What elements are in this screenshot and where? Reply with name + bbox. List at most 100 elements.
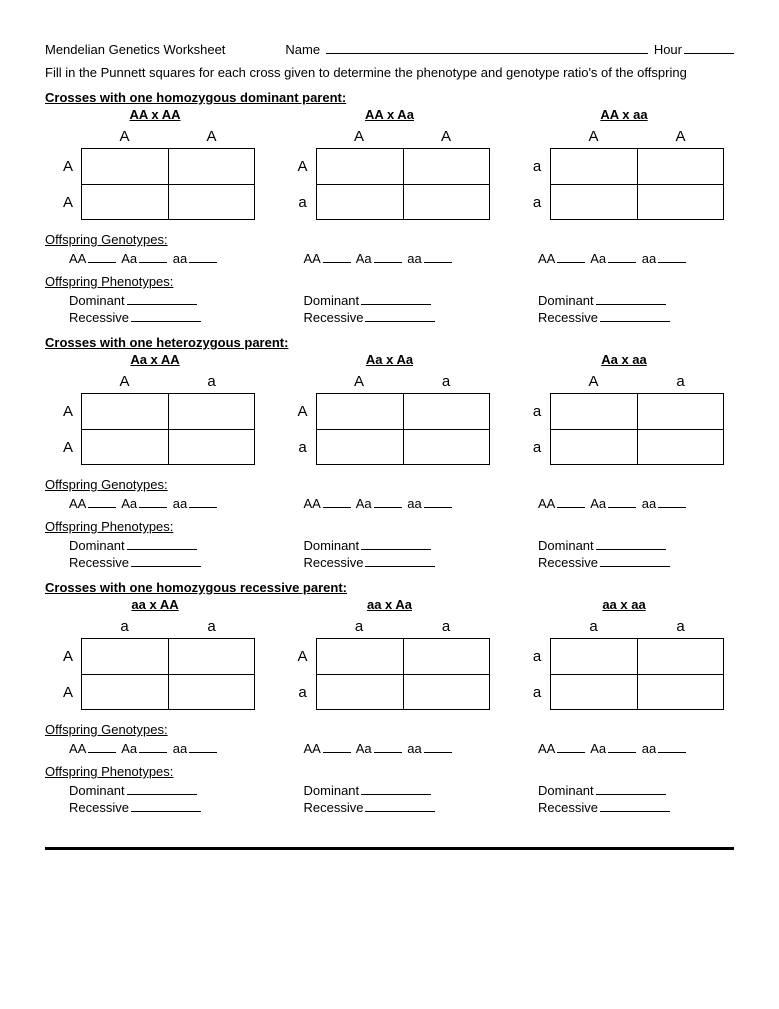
genotype-row: AA Aa aaAA Aa aaAA Aa aa — [45, 249, 734, 268]
cell-1-2[interactable] — [403, 638, 490, 674]
blank-Aa[interactable] — [139, 496, 167, 508]
cell-1-2[interactable] — [168, 148, 255, 184]
blank-AA[interactable] — [557, 741, 585, 753]
blank-Aa[interactable] — [608, 251, 636, 263]
blank-Aa[interactable] — [608, 496, 636, 508]
pheno-blank[interactable] — [361, 538, 431, 550]
offspring-genotypes-header: Offspring Genotypes: — [45, 722, 734, 737]
phenotype-column: DominantRecessive — [45, 291, 265, 327]
pheno-blank[interactable] — [600, 555, 670, 567]
pheno-blank[interactable] — [596, 538, 666, 550]
cell-2-2[interactable] — [637, 429, 724, 465]
cell-1-1[interactable] — [316, 638, 403, 674]
blank-aa[interactable] — [424, 251, 452, 263]
cell-2-2[interactable] — [168, 184, 255, 220]
blank-AA[interactable] — [557, 496, 585, 508]
blank-AA[interactable] — [88, 496, 116, 508]
pheno-blank[interactable] — [361, 293, 431, 305]
genotype-line: AA Aa aa — [304, 496, 500, 511]
pheno-blank[interactable] — [127, 783, 197, 795]
blank-Aa[interactable] — [374, 496, 402, 508]
pheno-blank[interactable] — [361, 783, 431, 795]
cell-1-2[interactable] — [403, 148, 490, 184]
cell-2-2[interactable] — [637, 184, 724, 220]
blank-Aa[interactable] — [374, 251, 402, 263]
pheno-blank[interactable] — [127, 293, 197, 305]
cell-1-1[interactable] — [316, 148, 403, 184]
name-input-line[interactable] — [326, 40, 648, 54]
phenotype-line: Dominant — [538, 783, 734, 798]
blank-aa[interactable] — [658, 741, 686, 753]
blank-aa[interactable] — [658, 251, 686, 263]
cross-column: AA x AAAAAA — [45, 105, 265, 226]
cell-1-1[interactable] — [81, 638, 168, 674]
blank-AA[interactable] — [557, 251, 585, 263]
cell-2-1[interactable] — [81, 429, 168, 465]
pheno-blank[interactable] — [596, 293, 666, 305]
blank-Aa[interactable] — [139, 741, 167, 753]
label-Aa: Aa — [590, 741, 606, 756]
top-allele-1: a — [81, 616, 168, 638]
blank-AA[interactable] — [88, 251, 116, 263]
blank-Aa[interactable] — [374, 741, 402, 753]
blank-AA[interactable] — [323, 251, 351, 263]
pheno-blank[interactable] — [365, 310, 435, 322]
cross-label: aa x Aa — [280, 597, 500, 612]
cell-2-1[interactable] — [316, 429, 403, 465]
hour-input-line[interactable] — [684, 40, 734, 54]
blank-Aa[interactable] — [139, 251, 167, 263]
pheno-blank[interactable] — [600, 310, 670, 322]
blank-aa[interactable] — [189, 251, 217, 263]
blank-aa[interactable] — [189, 496, 217, 508]
blank-aa[interactable] — [189, 741, 217, 753]
cell-1-2[interactable] — [168, 393, 255, 429]
cell-1-1[interactable] — [316, 393, 403, 429]
cross-row: Aa x AAAaAAAa x AaAaAaAa x aaAaaa — [45, 350, 734, 471]
cell-2-1[interactable] — [81, 184, 168, 220]
blank-AA[interactable] — [88, 741, 116, 753]
blank-aa[interactable] — [424, 496, 452, 508]
label-AA: AA — [538, 496, 555, 511]
cross-label: AA x aa — [514, 107, 734, 122]
pheno-blank[interactable] — [596, 783, 666, 795]
cell-2-1[interactable] — [81, 674, 168, 710]
cell-1-1[interactable] — [550, 393, 637, 429]
blank-aa[interactable] — [658, 496, 686, 508]
cell-2-2[interactable] — [168, 674, 255, 710]
blank-aa[interactable] — [424, 741, 452, 753]
top-allele-1: A — [81, 126, 168, 148]
cell-2-1[interactable] — [550, 429, 637, 465]
genotype-column: AA Aa aa — [45, 249, 265, 268]
blank-AA[interactable] — [323, 741, 351, 753]
cell-2-1[interactable] — [316, 674, 403, 710]
cell-1-1[interactable] — [550, 638, 637, 674]
cross-column: Aa x AaAaAa — [280, 350, 500, 471]
pheno-blank[interactable] — [365, 555, 435, 567]
cell-1-1[interactable] — [81, 393, 168, 429]
pheno-blank[interactable] — [127, 538, 197, 550]
cell-2-2[interactable] — [403, 184, 490, 220]
cell-2-2[interactable] — [403, 429, 490, 465]
pheno-blank[interactable] — [131, 800, 201, 812]
cell-1-2[interactable] — [168, 638, 255, 674]
cell-2-2[interactable] — [168, 429, 255, 465]
pheno-blank[interactable] — [600, 800, 670, 812]
cell-2-1[interactable] — [550, 184, 637, 220]
cell-1-1[interactable] — [550, 148, 637, 184]
top-allele-1: A — [550, 126, 637, 148]
pheno-blank[interactable] — [365, 800, 435, 812]
cell-2-1[interactable] — [550, 674, 637, 710]
pheno-blank[interactable] — [131, 555, 201, 567]
cell-1-2[interactable] — [637, 638, 724, 674]
cell-2-1[interactable] — [316, 184, 403, 220]
blank-Aa[interactable] — [608, 741, 636, 753]
cell-1-2[interactable] — [637, 393, 724, 429]
cell-1-2[interactable] — [637, 148, 724, 184]
pheno-blank[interactable] — [131, 310, 201, 322]
label-AA: AA — [69, 251, 86, 266]
cell-2-2[interactable] — [637, 674, 724, 710]
cell-1-2[interactable] — [403, 393, 490, 429]
blank-AA[interactable] — [323, 496, 351, 508]
cell-1-1[interactable] — [81, 148, 168, 184]
cell-2-2[interactable] — [403, 674, 490, 710]
